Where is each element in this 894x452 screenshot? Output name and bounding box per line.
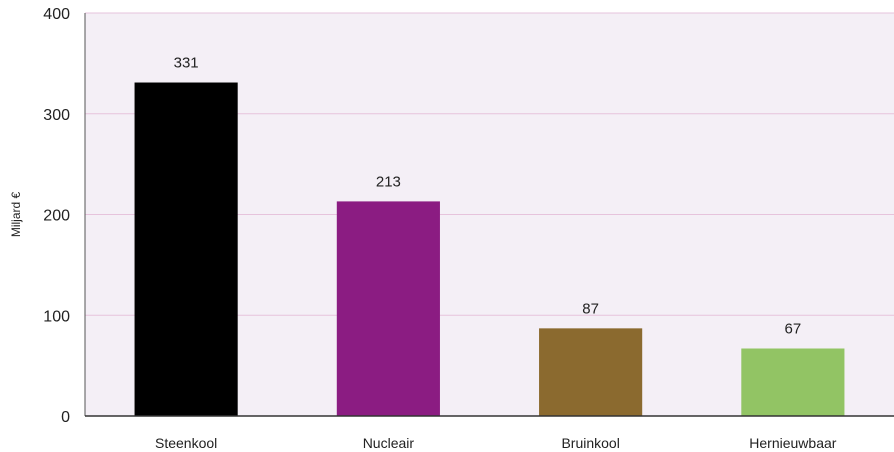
y-tick-label: 400 [43, 6, 70, 23]
x-tick-labels: Steenkool Nucleair Bruinkool Hernieuwbaar [155, 435, 837, 451]
y-axis-title: Miljard € [9, 192, 23, 238]
x-tick-label: Bruinkool [561, 435, 619, 451]
data-label: 87 [582, 300, 599, 317]
x-tick-label: Nucleair [363, 435, 415, 451]
bar-steenkool [134, 82, 238, 416]
bar-hernieuwbaar [741, 348, 845, 416]
bars [134, 82, 845, 416]
bar-bruinkool [539, 328, 643, 416]
data-label: 331 [174, 55, 199, 72]
data-labels: 331 213 87 67 [174, 55, 802, 338]
bar-nucleair [336, 201, 440, 416]
y-tick-labels: 0 100 200 300 400 [43, 6, 70, 426]
x-tick-label: Steenkool [155, 435, 217, 451]
y-tick-label: 0 [61, 409, 70, 426]
x-tick-label: Hernieuwbaar [749, 435, 836, 451]
data-label: 213 [376, 173, 401, 190]
y-tick-label: 300 [43, 107, 70, 124]
y-tick-label: 100 [43, 308, 70, 325]
data-label: 67 [785, 320, 802, 337]
y-tick-label: 200 [43, 208, 70, 225]
